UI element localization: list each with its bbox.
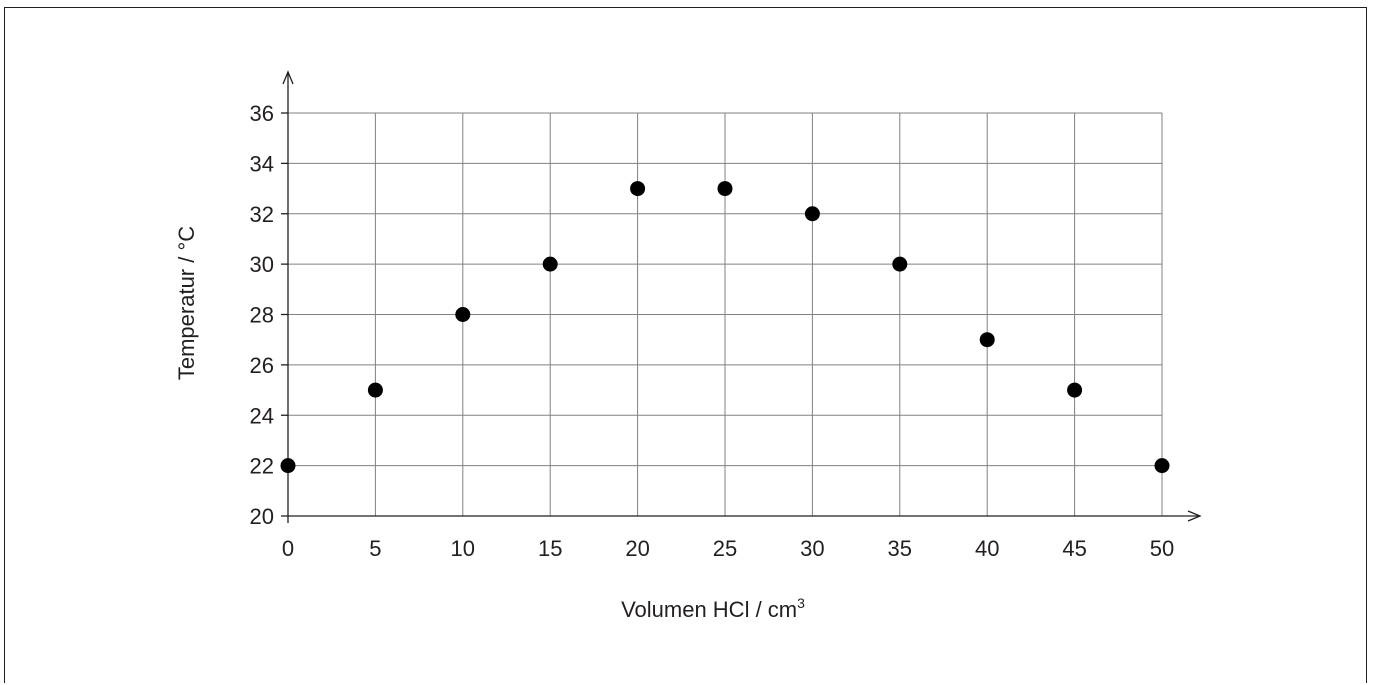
grid-lines xyxy=(288,112,1163,516)
data-point xyxy=(630,181,646,197)
x-tick-labels: 0 5 10 15 20 25 30 35 40 45 50 xyxy=(282,536,1174,561)
y-tick-label: 26 xyxy=(250,353,274,378)
x-tick-label: 15 xyxy=(538,536,562,561)
y-tick-label: 28 xyxy=(250,303,274,328)
y-tick-labels: 20 22 24 26 28 30 32 34 36 xyxy=(250,101,274,529)
y-tick-label: 32 xyxy=(250,202,274,227)
data-points xyxy=(280,181,1170,474)
x-tick-label: 20 xyxy=(625,536,649,561)
data-point xyxy=(1067,382,1083,398)
data-point xyxy=(1154,458,1170,474)
data-point xyxy=(717,181,733,197)
axes xyxy=(281,70,1202,523)
x-axis-label-superscript: 3 xyxy=(797,595,805,611)
data-point xyxy=(542,256,558,272)
y-tick-label: 34 xyxy=(250,151,274,176)
data-point xyxy=(455,307,471,322)
x-tick-label: 0 xyxy=(282,536,294,561)
figure-frame xyxy=(4,7,1367,683)
data-point xyxy=(804,206,820,222)
x-tick-label: 35 xyxy=(888,536,912,561)
x-tick-label: 5 xyxy=(369,536,381,561)
y-tick-label: 36 xyxy=(250,101,274,126)
y-axis-label: Temperatur / °C xyxy=(174,226,199,380)
data-point xyxy=(367,382,383,398)
x-axis-arrowhead xyxy=(1187,510,1202,522)
data-point xyxy=(979,332,995,348)
y-tick-label: 30 xyxy=(250,252,274,277)
x-tick-label: 40 xyxy=(975,536,999,561)
x-axis-label-text: Volumen HCl / cm xyxy=(621,597,797,622)
x-axis-label: Volumen HCl / cm3 xyxy=(621,595,805,622)
x-tick-label: 50 xyxy=(1150,536,1174,561)
y-tick-label: 22 xyxy=(250,454,274,479)
data-point xyxy=(892,256,908,272)
y-axis-arrowhead xyxy=(282,70,294,85)
x-tick-label: 30 xyxy=(800,536,824,561)
y-tick-label: 24 xyxy=(250,403,274,428)
data-point xyxy=(280,458,296,474)
x-tick-label: 25 xyxy=(713,536,737,561)
x-tick-label: 45 xyxy=(1062,536,1086,561)
y-tick-label: 20 xyxy=(250,504,274,529)
x-tick-label: 10 xyxy=(451,536,475,561)
